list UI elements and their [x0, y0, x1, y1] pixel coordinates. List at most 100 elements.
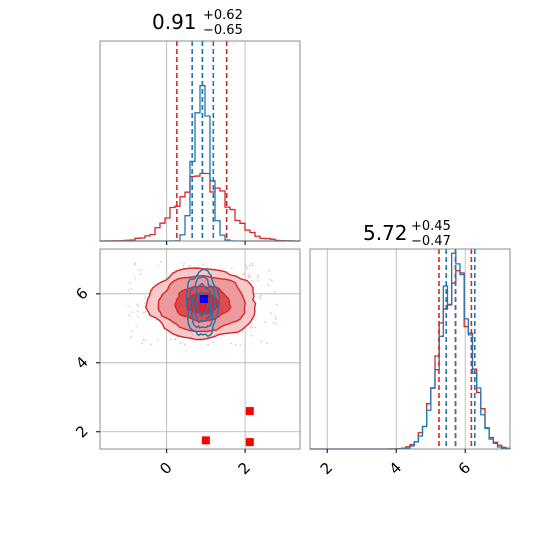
marker-red — [201, 436, 210, 445]
sample-point — [143, 302, 146, 304]
title-top-left-value: 0.91 — [152, 10, 197, 34]
marker-blue — [199, 295, 208, 303]
sample-point — [272, 321, 275, 324]
title-bottom-right-minus: −0.47 — [411, 234, 451, 249]
sample-point — [247, 276, 250, 278]
sample-point — [249, 275, 252, 278]
sample-point — [134, 263, 136, 266]
sample-point — [139, 273, 142, 275]
sample-point — [174, 338, 177, 341]
sample-point — [141, 342, 144, 344]
title-top-left-minus: −0.65 — [203, 23, 243, 38]
sample-point — [254, 326, 257, 329]
contour-line-blue — [188, 275, 216, 329]
sample-point — [212, 341, 214, 343]
y-tick-label: 2 — [72, 422, 91, 441]
sample-point — [170, 338, 173, 341]
sample-point — [135, 325, 138, 328]
sample-point — [267, 283, 269, 286]
y-tick-label: 4 — [72, 353, 91, 372]
sample-point — [189, 264, 191, 267]
sample-point — [246, 266, 249, 269]
title-top-left: 0.91 — [152, 10, 197, 34]
sample-point — [235, 343, 237, 346]
sample-point — [127, 289, 130, 291]
sample-point — [250, 334, 253, 337]
sample-point — [202, 263, 204, 266]
sample-point — [183, 262, 185, 265]
sample-point — [243, 272, 246, 275]
contour-line-blue — [195, 291, 209, 317]
title-top-left-plus: +0.62 — [203, 8, 243, 23]
sample-point — [179, 342, 182, 344]
sample-point — [130, 330, 133, 333]
contour-line-red — [144, 267, 257, 341]
sample-point — [207, 343, 209, 346]
sample-point — [130, 336, 133, 338]
sample-point — [248, 264, 251, 267]
sample-point — [264, 321, 266, 323]
sample-point — [275, 303, 278, 306]
sample-point — [130, 287, 133, 290]
sample-point — [134, 262, 136, 265]
sample-point — [271, 279, 273, 282]
marker-red — [245, 438, 254, 447]
sample-point — [134, 277, 137, 280]
sample-point — [182, 264, 185, 267]
x-tick-label: 2 — [317, 459, 336, 478]
x-tick-label: 6 — [455, 459, 474, 478]
sample-point — [241, 330, 244, 333]
sample-point — [144, 339, 146, 341]
contour-bottom-left — [100, 249, 300, 449]
sample-point — [237, 332, 239, 335]
sample-point — [251, 326, 254, 329]
sample-point — [131, 311, 134, 313]
sample-point — [245, 264, 247, 267]
x-tick-label: 2 — [235, 459, 254, 478]
sample-point — [273, 291, 276, 293]
sample-point — [149, 343, 152, 346]
sample-point — [231, 267, 233, 269]
marker-red — [245, 407, 254, 416]
sample-point — [268, 269, 270, 272]
sample-point — [137, 310, 139, 313]
sample-point — [142, 338, 144, 341]
title-bottom-right: 5.72 — [363, 221, 408, 245]
sample-point — [257, 274, 259, 277]
sample-point — [275, 318, 277, 320]
sample-point — [275, 323, 278, 325]
sample-point — [160, 261, 162, 264]
sample-point — [143, 311, 145, 314]
histogram-red — [99, 172, 301, 242]
x-tick-label: 4 — [386, 459, 405, 478]
sample-point — [250, 279, 253, 282]
sample-point — [259, 297, 262, 300]
sample-point — [272, 293, 274, 295]
sample-point — [257, 276, 259, 278]
contour-line-blue — [191, 282, 213, 324]
panel-bottom-left — [99, 248, 301, 450]
sample-point — [129, 282, 131, 284]
sample-point — [136, 303, 139, 306]
sample-point — [239, 343, 242, 346]
panel-bottom-right — [309, 248, 511, 450]
sample-point — [137, 316, 139, 318]
sample-point — [251, 264, 254, 267]
sample-point — [127, 305, 129, 307]
sample-point — [157, 338, 159, 341]
title-bottom-right-value: 5.72 — [363, 221, 408, 245]
sample-point — [137, 305, 139, 307]
x-tick-label: 0 — [156, 459, 175, 478]
sample-point — [247, 274, 250, 276]
y-tick-label: 6 — [72, 284, 91, 303]
sample-point — [230, 342, 232, 345]
contour-line-red — [157, 274, 247, 333]
title-bottom-right-plus: +0.45 — [411, 219, 451, 234]
sample-point — [257, 279, 259, 281]
sample-point — [260, 294, 262, 297]
sample-point — [270, 312, 273, 315]
sample-point — [268, 278, 271, 281]
sample-point — [274, 315, 277, 318]
sample-point — [139, 269, 142, 272]
